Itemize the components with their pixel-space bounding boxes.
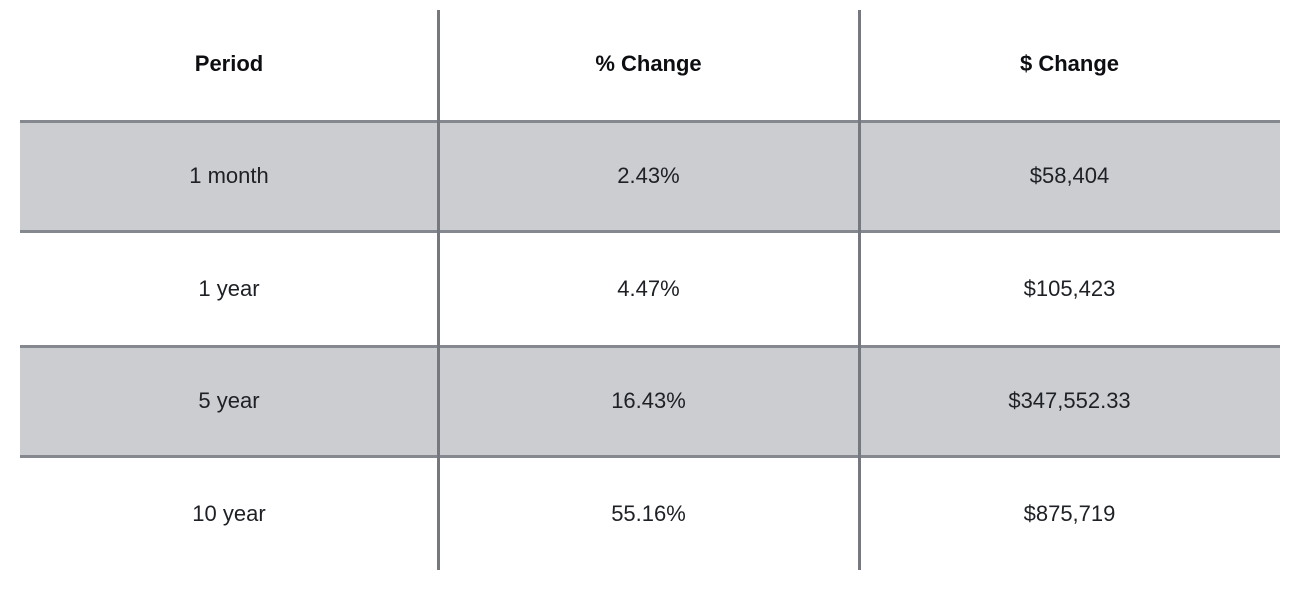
cell-dollar-change: $58,404 [1029, 163, 1110, 189]
cell-period: 5 year [198, 388, 260, 414]
cell-pct-change: 4.47% [617, 275, 680, 301]
table-row-5-year: 5 year 16.43% $347,552.33 [20, 345, 1280, 458]
cell-pct-change: 55.16% [611, 500, 686, 526]
performance-change-table: Period % Change $ Change 1 month 2.43% $… [20, 0, 1280, 570]
table-header-row: Period % Change $ Change [20, 8, 1280, 120]
column-header-pct-change: % Change [595, 50, 702, 76]
cell-pct-change: 16.43% [611, 388, 686, 414]
column-header-dollar-change: $ Change [1019, 50, 1120, 76]
column-divider-2 [858, 10, 861, 570]
cell-dollar-change: $105,423 [1023, 275, 1116, 301]
table-row-1-month: 1 month 2.43% $58,404 [20, 120, 1280, 233]
cell-dollar-change: $875,719 [1023, 500, 1116, 526]
column-header-period: Period [194, 50, 264, 76]
table-row-10-year: 10 year 55.16% $875,719 [20, 458, 1280, 570]
cell-pct-change: 2.43% [617, 163, 680, 189]
cell-period: 10 year [192, 500, 266, 526]
cell-dollar-change: $347,552.33 [1008, 388, 1131, 414]
cell-period: 1 month [189, 163, 269, 189]
column-divider-1 [437, 10, 440, 570]
table-row-1-year: 1 year 4.47% $105,423 [20, 233, 1280, 345]
cell-period: 1 year [198, 275, 260, 301]
